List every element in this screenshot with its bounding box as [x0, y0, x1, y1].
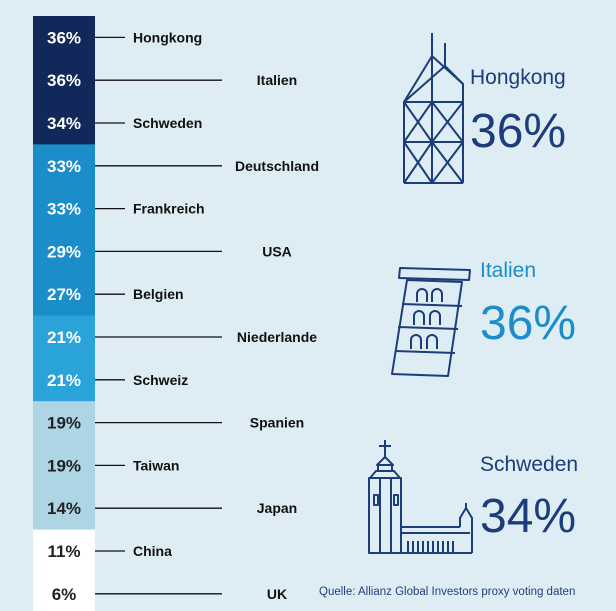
value-label-china: 11% — [47, 542, 80, 561]
bar-china — [33, 529, 95, 573]
value-label-schweiz: 21% — [47, 371, 81, 390]
value-label-frankreich: 33% — [47, 200, 81, 219]
bar-spanien — [33, 401, 95, 445]
highlight-schweden-value: 34% — [480, 490, 576, 543]
country-label-schweiz: Schweiz — [133, 372, 188, 388]
country-label-japan: Japan — [257, 500, 297, 516]
value-label-spanien: 19% — [47, 414, 81, 433]
country-label-niederlande: Niederlande — [237, 329, 317, 345]
country-label-italien: Italien — [257, 72, 297, 88]
country-label-taiwan: Taiwan — [133, 457, 179, 473]
bar-taiwan — [33, 444, 95, 488]
value-label-belgien: 27% — [47, 285, 81, 304]
bar-uk — [33, 572, 95, 611]
bar-usa — [33, 230, 95, 274]
country-label-deutschland: Deutschland — [235, 158, 319, 174]
highlight-hongkong-value: 36% — [470, 105, 566, 158]
value-label-uk: 6% — [52, 585, 77, 604]
stockholm-city-hall-icon — [368, 440, 473, 554]
bar-hongkong — [33, 16, 95, 60]
country-label-uk: UK — [267, 586, 287, 602]
bar-japan — [33, 486, 95, 531]
bar-frankreich — [33, 187, 95, 231]
bar-deutschland — [33, 144, 95, 188]
value-label-japan: 14% — [47, 499, 81, 518]
value-label-deutschland: 33% — [47, 157, 81, 176]
leaning-tower-of-pisa-icon — [391, 267, 471, 377]
value-label-hongkong: 36% — [47, 28, 81, 47]
source-note: Quelle: Allianz Global Investors proxy v… — [319, 586, 575, 598]
country-label-hongkong: Hongkong — [133, 29, 202, 45]
country-label-spanien: Spanien — [250, 415, 304, 431]
value-label-usa: 29% — [47, 242, 81, 261]
bar-schweden — [33, 101, 95, 145]
highlight-hongkong-name: Hongkong — [470, 66, 566, 89]
bar-schweiz — [33, 358, 95, 402]
bar-belgien — [33, 272, 95, 317]
value-label-niederlande: 21% — [47, 328, 81, 347]
value-label-schweden: 34% — [47, 114, 81, 133]
bank-of-china-tower-icon — [403, 33, 464, 184]
country-label-china: China — [133, 543, 172, 559]
country-label-schweden: Schweden — [133, 115, 202, 131]
bar-niederlande — [33, 315, 95, 359]
value-label-italien: 36% — [47, 71, 81, 90]
highlight-schweden-name: Schweden — [480, 453, 578, 476]
highlight-italien-value: 36% — [480, 297, 576, 350]
country-label-usa: USA — [262, 243, 292, 259]
country-label-frankreich: Frankreich — [133, 201, 205, 217]
highlight-italien-name: Italien — [480, 259, 536, 282]
bar-italien — [33, 58, 95, 103]
country-label-belgien: Belgien — [133, 286, 184, 302]
value-label-taiwan: 19% — [47, 456, 81, 475]
